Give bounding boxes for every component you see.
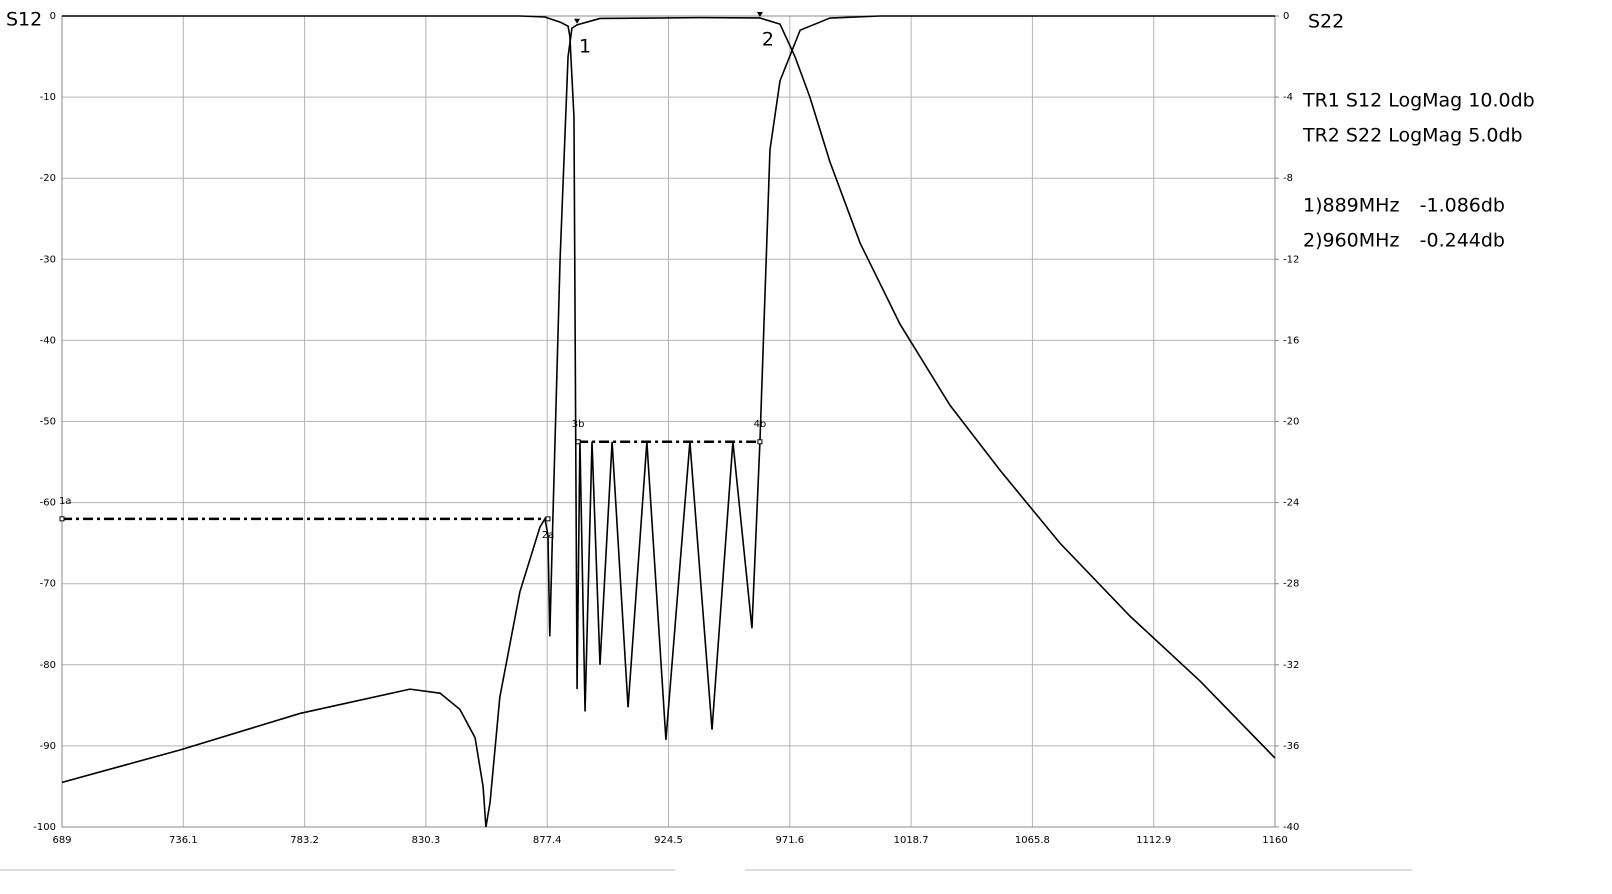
marker-value: -0.244db	[1420, 230, 1505, 252]
x-tick-label: 924.5	[654, 835, 683, 846]
x-tick-label: 736.1	[169, 835, 198, 846]
y2-tick-label: -16	[1283, 335, 1299, 346]
y2-tick-label: -32	[1283, 660, 1299, 671]
trace-info: TR2 S22 LogMag 5.0db	[1302, 125, 1523, 147]
y-tick-label: -90	[40, 741, 56, 752]
y2-tick-label: -36	[1283, 741, 1299, 752]
x-tick-label: 1160	[1262, 835, 1287, 846]
marker-label: 2	[762, 28, 774, 50]
x-tick-label: 1112.9	[1136, 835, 1171, 846]
y2-axis-title: S22	[1308, 11, 1344, 33]
x-tick-label: 877.4	[533, 835, 562, 846]
plot-frame	[61, 15, 1276, 828]
y2-tick-label: -12	[1283, 254, 1299, 265]
y2-tick-label: -4	[1283, 92, 1293, 103]
marker-value: -1.086db	[1420, 195, 1505, 217]
y-axis-title: S12	[6, 9, 42, 31]
y-tick-label: -50	[40, 417, 56, 428]
y-tick-label: -70	[40, 579, 56, 590]
limit-label: 2a	[542, 530, 555, 541]
y2-tick-label: 0	[1283, 11, 1289, 22]
limit-label: 1a	[59, 496, 72, 507]
y-tick-label: -10	[40, 92, 56, 103]
limit-end	[575, 439, 581, 445]
x-tick-label: 971.6	[775, 835, 804, 846]
y-tick-label: -40	[40, 335, 56, 346]
trace	[61, 16, 1276, 828]
limit-end	[757, 439, 763, 445]
marker-readout: 1)889MHz	[1303, 195, 1399, 217]
limit-end	[545, 516, 551, 522]
y2-tick-label: -28	[1283, 579, 1299, 590]
y-tick-label: -30	[40, 254, 56, 265]
x-tick-label: 1065.8	[1015, 835, 1050, 846]
x-tick-label: 689	[52, 835, 71, 846]
marker-pointer	[574, 18, 581, 24]
limit-end	[59, 516, 65, 522]
marker-label: 1	[579, 35, 591, 57]
limit-label: 3b	[572, 419, 585, 430]
x-tick-label: 783.2	[290, 835, 319, 846]
marker-readout: 2)960MHz	[1303, 230, 1399, 252]
limit-label: 4b	[754, 419, 767, 430]
y2-tick-label: -24	[1283, 498, 1299, 509]
marker-pointer	[756, 11, 763, 17]
trace	[62, 15, 1275, 740]
y2-tick-label: -20	[1283, 417, 1299, 428]
y2-tick-label: -40	[1283, 822, 1299, 833]
y-tick-label: -80	[40, 660, 56, 671]
y-tick-label: -20	[40, 173, 56, 184]
y2-tick-label: -8	[1283, 173, 1293, 184]
y-tick-label: -100	[33, 822, 56, 833]
y-tick-label: -60	[40, 498, 56, 509]
y-tick-label: 0	[50, 11, 56, 22]
x-tick-label: 830.3	[412, 835, 441, 846]
trace-info: TR1 S12 LogMag 10.0db	[1302, 90, 1535, 112]
x-tick-label: 1018.7	[894, 835, 929, 846]
